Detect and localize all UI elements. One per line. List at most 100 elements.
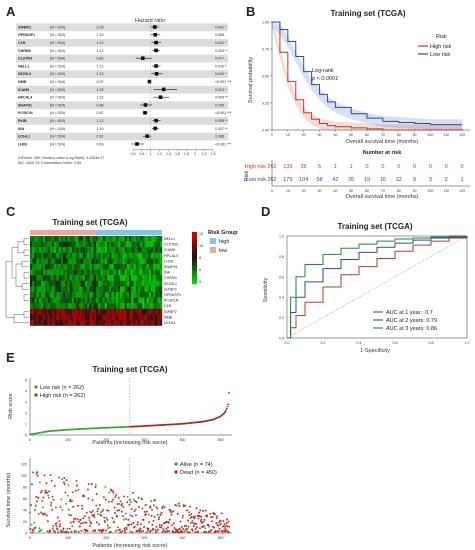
heatmap-cell	[107, 286, 110, 293]
heatmap-cell	[47, 252, 50, 259]
heatmap-cell	[96, 292, 99, 298]
heatmap-cell	[153, 269, 156, 276]
heatmap-cell	[100, 269, 103, 276]
heatmap-cell	[104, 275, 108, 281]
heatmap-cell	[32, 280, 35, 287]
heatmap-cell	[142, 252, 145, 259]
forest-p-label: 0.007 **	[215, 127, 228, 131]
surv-point	[141, 498, 144, 501]
heatmap-cell	[133, 269, 136, 276]
surv-point	[33, 521, 36, 524]
surv-point	[116, 509, 119, 512]
forest-row-bg	[16, 85, 228, 94]
surv-x-tick-label: 100	[65, 536, 71, 540]
heatmap-cell	[58, 252, 61, 259]
heatmap-cell	[109, 247, 112, 253]
legend-high-dot	[34, 393, 38, 397]
forest-n-label: (N = 524)	[50, 80, 65, 84]
surv-point	[207, 523, 210, 526]
surv-x-tick-label: 400	[179, 536, 185, 540]
surv-point	[125, 517, 127, 520]
colour-scale-step	[192, 234, 197, 238]
surv-point	[31, 531, 34, 534]
heatmap-cell	[36, 258, 39, 265]
colour-scale-tick: 10	[199, 244, 203, 248]
surv-point	[32, 471, 34, 474]
heatmap-cell	[47, 241, 50, 248]
heatmap-cell	[69, 303, 72, 309]
heatmap-cell	[153, 297, 156, 304]
heatmap-cell	[47, 258, 50, 265]
forest-gene-label: C1R	[18, 41, 26, 45]
heatmap-cell	[111, 297, 114, 304]
surv-point	[118, 502, 121, 505]
heatmap-cell	[137, 314, 141, 321]
colour-scale-step	[192, 281, 197, 285]
heatmap-cell	[34, 258, 37, 265]
heatmap-cell	[111, 236, 114, 242]
heatmap-cell	[126, 269, 130, 276]
surv-point	[191, 528, 193, 531]
heatmap-cell	[131, 269, 134, 276]
heatmap-cell	[67, 269, 70, 276]
surv-point	[58, 525, 61, 528]
heatmap-cell	[104, 308, 108, 315]
km-ylabel: Survival probability	[248, 57, 254, 103]
forest-p-label: 0.086	[215, 135, 224, 139]
forest-p-label: 0.105	[215, 103, 224, 107]
heatmap-cell	[65, 314, 68, 321]
risk-x-tick-label: 0	[29, 438, 31, 442]
heatmap-cell	[122, 241, 125, 248]
heatmap-cell	[34, 286, 37, 293]
heatmap-cell	[32, 308, 35, 315]
surv-point	[97, 507, 100, 510]
heatmap-cell	[122, 297, 125, 304]
heatmap-cell	[69, 280, 72, 287]
heatmap-cell	[146, 275, 149, 281]
heatmap-cell	[151, 252, 154, 259]
heatmap-cell	[52, 286, 55, 293]
heatmap-cell	[135, 320, 138, 326]
heatmap-cell	[67, 320, 70, 326]
heatmap-cell	[38, 297, 42, 304]
heatmap-cell	[78, 303, 81, 309]
heatmap-cell	[93, 303, 97, 309]
heatmap-cell	[157, 320, 160, 326]
heatmap-cell	[54, 258, 57, 265]
forest-gene-label: PCSK1N	[18, 111, 33, 115]
heatmap-cell	[104, 320, 108, 326]
heatmap-cell	[107, 269, 110, 276]
surv-xlabel: Patients (increasing risk socre)	[92, 543, 167, 549]
heatmap-cell	[144, 264, 147, 270]
surv-point	[192, 521, 195, 524]
heatmap-cell	[45, 236, 48, 242]
heatmap-cell	[115, 269, 119, 276]
heatmap-cell	[131, 236, 134, 242]
heatmap-cell	[41, 320, 44, 326]
surv-point	[35, 472, 38, 475]
surv-point	[90, 511, 93, 514]
heatmap-cell	[60, 252, 64, 259]
surv-point	[111, 517, 114, 519]
heatmap-cell	[56, 241, 59, 248]
heatmap-cell	[93, 292, 97, 298]
surv-point	[110, 500, 113, 503]
surv-point	[41, 499, 44, 502]
forest-gene-label: NMB	[18, 80, 27, 84]
heatmap-cell	[91, 297, 94, 304]
heatmap-cell	[111, 308, 114, 315]
heatmap-cell	[131, 264, 134, 270]
heatmap-cell	[100, 286, 103, 293]
heatmap-cell	[98, 241, 101, 248]
surv-point	[204, 509, 207, 512]
surv-point	[118, 528, 121, 531]
heatmap-cell	[129, 252, 132, 259]
heatmap-cell	[38, 252, 42, 259]
heatmap-cell	[65, 247, 68, 253]
forest-gene-label: UCHL1	[18, 135, 30, 139]
heatmap-cell	[52, 264, 55, 270]
heatmap-gene-label: IGFBP2	[164, 310, 177, 314]
heatmap-cell	[78, 269, 81, 276]
surv-point	[195, 507, 198, 510]
heatmap-cell	[80, 280, 83, 287]
